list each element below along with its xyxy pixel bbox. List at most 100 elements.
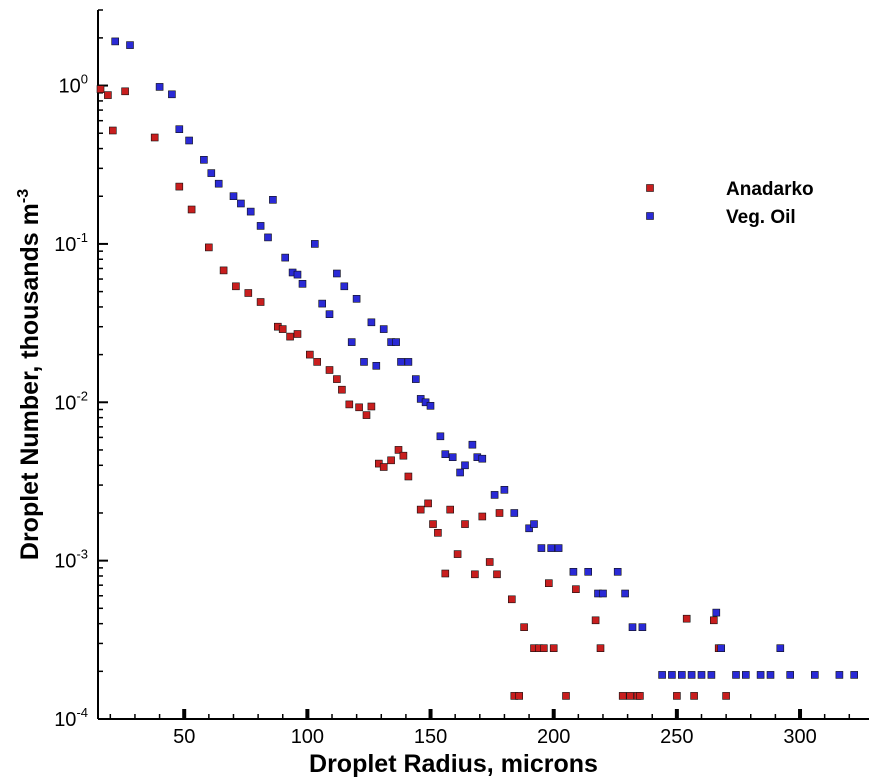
anadarko-point [399, 451, 408, 460]
y-axis-title-text: Droplet Number, thousands m [16, 203, 44, 560]
y-tick-exponent: 0 [81, 72, 88, 87]
veg-oil-point [200, 156, 208, 164]
anadarko-point [562, 692, 570, 700]
veg-oil-point [707, 671, 716, 679]
veg-oil-point [658, 671, 666, 679]
anadarko-point [121, 87, 129, 96]
veg-oil-point [687, 671, 696, 679]
veg-oil-point [126, 41, 134, 49]
veg-oil-point [397, 358, 405, 366]
x-tick-label: 200 [537, 726, 570, 748]
anadarko-point [416, 505, 425, 514]
anadarko-point [205, 243, 213, 252]
veg-oil-point [569, 567, 578, 576]
veg-oil-point [310, 240, 319, 248]
veg-oil-point [810, 671, 819, 679]
anadarko-point [441, 569, 450, 578]
veg-oil-point [732, 671, 740, 679]
anadarko-point [591, 616, 600, 625]
anadarko-point [618, 692, 627, 700]
anadarko-point [626, 692, 634, 700]
veg-oil-point [347, 338, 356, 346]
veg-oil-point [333, 269, 341, 278]
veg-oil-point [168, 90, 176, 99]
anadarko-point [355, 403, 363, 412]
veg-oil-point [786, 671, 795, 679]
anadarko-point [379, 463, 388, 471]
veg-oil-point [712, 608, 721, 617]
anadarko-point [286, 332, 294, 341]
veg-oil-point [717, 644, 726, 653]
veg-oil-point [175, 125, 184, 133]
legend: Anadarko Veg. Oil [646, 179, 814, 228]
anadarko-point [394, 446, 403, 454]
x-axis-title: Droplet Radius, microns [309, 750, 598, 778]
anadarko-point [150, 133, 159, 142]
y-tick-exponent: -4 [76, 705, 88, 720]
y-tick-exponent: -1 [76, 230, 88, 245]
veg-oil-point [461, 461, 469, 470]
veg-oil-point [411, 375, 420, 383]
anadarko-point [485, 558, 494, 566]
y-tick-base: 10 [54, 392, 76, 414]
y-axis-title: Droplet Number, thousands m-3 [15, 189, 44, 560]
veg-oil-point [776, 644, 785, 653]
veg-oil-point [372, 361, 381, 370]
y-tick-base: 10 [54, 234, 76, 256]
anadarko-point [305, 350, 314, 359]
anadarko-point [387, 456, 395, 465]
veg-oil-point [613, 567, 622, 576]
veg-oil-point [668, 671, 676, 679]
veg-oil-point [441, 450, 450, 459]
y-tick-label: 10-2 [54, 388, 88, 414]
veg-oil-point [256, 222, 265, 230]
anadarko-point [244, 289, 253, 297]
anadarko-point [572, 585, 580, 594]
veg-oil-point [628, 623, 637, 632]
legend-label-veg-oil: Veg. Oil [726, 207, 796, 228]
veg-oil-point [756, 671, 765, 679]
x-tick-label: 150 [414, 726, 447, 748]
legend-label-anadarko: Anadarko [726, 179, 814, 200]
veg-oil-point [237, 199, 245, 208]
anadarko-point [333, 375, 341, 383]
anadarko-point [367, 402, 376, 411]
veg-oil-point [269, 196, 277, 204]
chart-axes [97, 10, 869, 720]
anadarko-point [471, 570, 479, 579]
legend-marker-veg-oil [646, 212, 654, 220]
veg-oil-point [298, 279, 307, 288]
anadarko-point [520, 623, 528, 632]
y-tick-base: 10 [59, 76, 81, 98]
anadarko-point [461, 520, 469, 528]
anadarko-point [278, 325, 287, 333]
veg-oil-point [352, 294, 361, 303]
y-tick-base: 10 [54, 551, 76, 573]
anadarko-point [325, 366, 334, 374]
veg-oil-point [379, 325, 388, 333]
y-tick-label: 100 [59, 72, 88, 98]
veg-oil-point [500, 485, 509, 494]
veg-oil-point [340, 282, 349, 291]
veg-oil-point [677, 671, 686, 679]
veg-oil-point [281, 253, 290, 262]
anadarko-point [596, 644, 605, 653]
veg-oil-point [293, 270, 302, 279]
y-tick-label: 10-4 [54, 705, 88, 731]
veg-oil-point [229, 192, 238, 200]
anadarko-point [495, 509, 504, 517]
veg-oil-point [318, 299, 327, 308]
veg-oil-point [530, 520, 538, 528]
anadarko-point [690, 692, 698, 700]
veg-oil-point [325, 310, 334, 319]
veg-oil-point [547, 544, 556, 552]
veg-oil-point [599, 589, 607, 598]
anadarko-point [256, 298, 265, 306]
anadarko-point [434, 528, 442, 537]
anadarko-point [104, 91, 112, 99]
anadarko-point [539, 644, 548, 653]
data-points [96, 37, 859, 700]
y-tick-exponent: -2 [76, 388, 88, 403]
anadarko-point [636, 692, 644, 700]
anadarko-point [682, 614, 691, 623]
